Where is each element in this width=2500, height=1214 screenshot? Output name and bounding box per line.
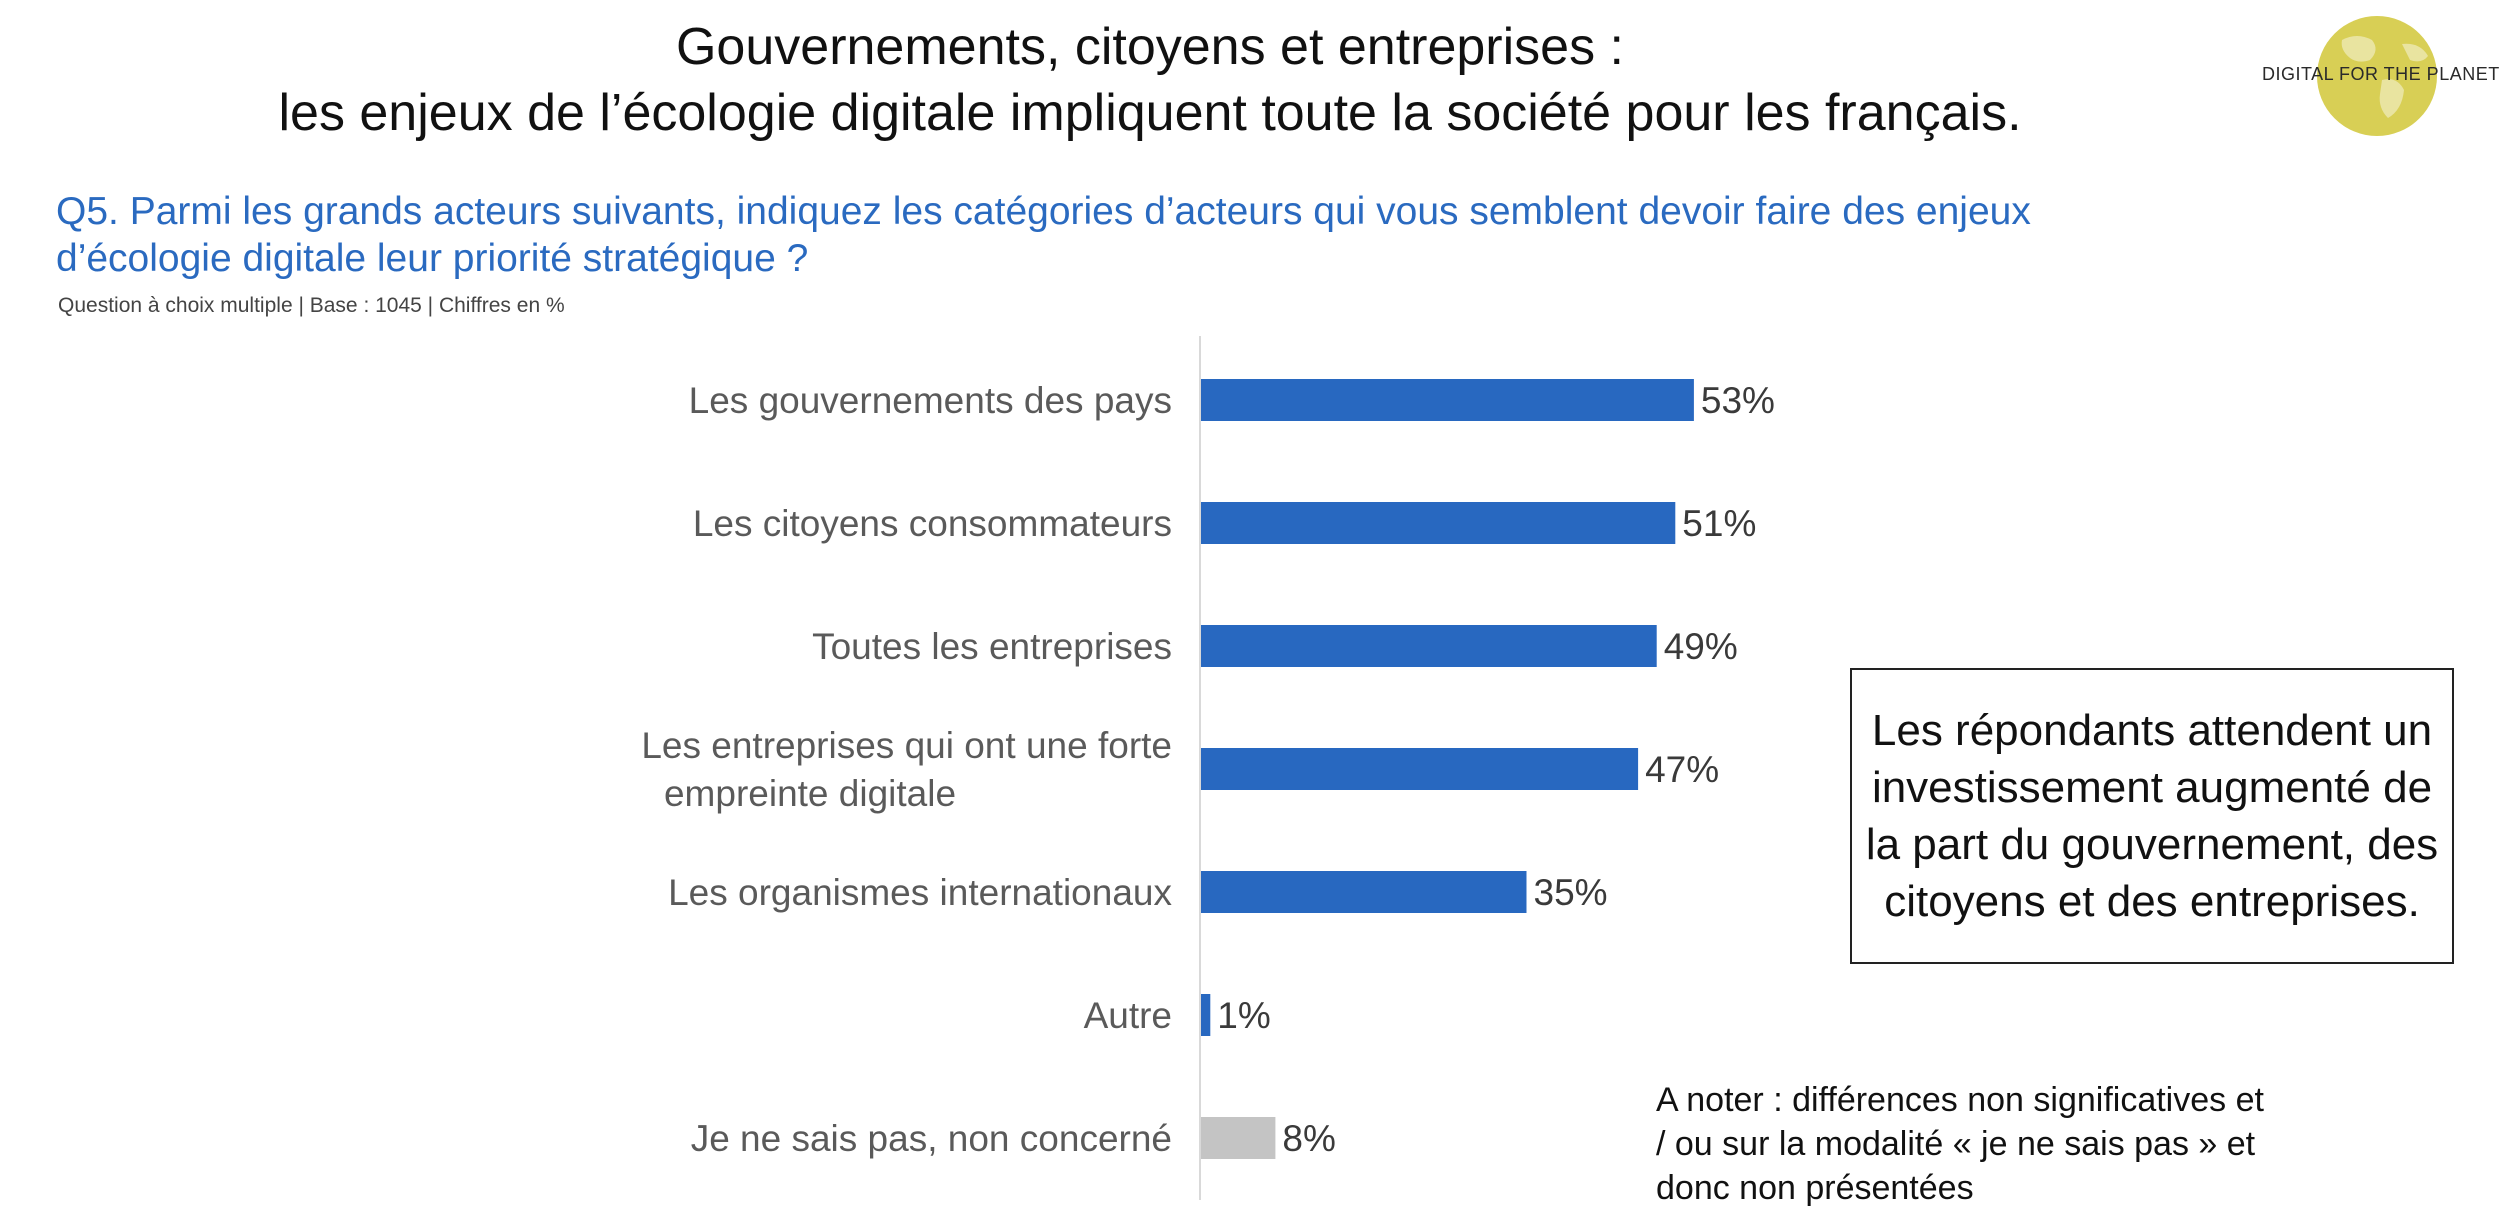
category-label-4: Les entreprises qui ont une forte emprein… [641,725,1172,814]
value-label-1: 53% [1701,380,1775,421]
bar-chart: 53% Les gouvernements des pays 51% Les cito… [641,336,1775,1200]
category-label-2: Les citoyens consommateurs [693,503,1172,544]
callout-box: Les répondants attendent un investisseme… [1850,668,2454,964]
question-text: Q5. Parmi les grands acteurs suivants, i… [56,190,2031,280]
category-label-6: Autre [1084,995,1172,1036]
value-label-4: 47% [1645,749,1719,790]
bar-3 [1201,625,1657,667]
category-label-5: Les organismes internationaux [668,872,1172,913]
bar-2 [1201,502,1676,544]
value-label-5: 35% [1534,872,1608,913]
value-label-3: 49% [1664,626,1738,667]
callout-text: Les répondants attendent un investisseme… [1865,706,2439,926]
bar-4 [1201,748,1639,790]
category-label-7: Je ne sais pas, non concerné [691,1118,1172,1159]
title-line-1: Gouvernements, citoyens et entreprises : [675,18,1624,76]
footnote: A noter : différences non significatives… [1656,1081,2264,1207]
question-note: Question à choix multiple | Base : 1045 … [58,294,565,317]
value-label-7: 8% [1282,1118,1335,1159]
page-title: Gouvernements, citoyens et entreprises :… [200,14,2100,146]
bar-7 [1201,1117,1276,1159]
value-label-2: 51% [1682,503,1756,544]
bar-1 [1201,379,1694,421]
category-label-1: Les gouvernements des pays [689,380,1172,421]
bar-5 [1201,871,1527,913]
bar-6 [1201,994,1211,1036]
globe-icon [2317,16,2437,136]
logo-text: DIGITAL FOR THE PLANET [2262,64,2500,84]
logo: DIGITAL FOR THE PLANET [2262,10,2500,142]
title-line-2: les enjeux de l’écologie digitale impliq… [278,84,2022,142]
value-label-6: 1% [1217,995,1270,1036]
category-label-3: Toutes les entreprises [812,626,1172,667]
